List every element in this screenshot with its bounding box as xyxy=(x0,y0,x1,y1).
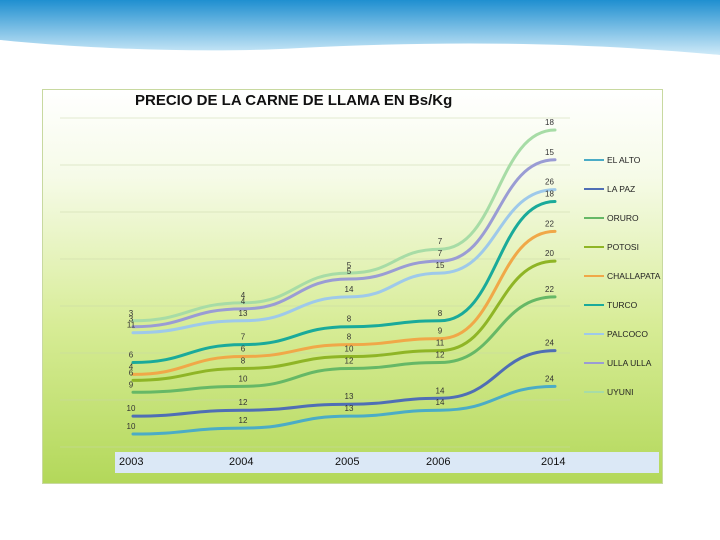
series-line-el-alto xyxy=(131,384,557,436)
data-label: 24 xyxy=(545,374,554,383)
data-label: 4 xyxy=(129,362,134,371)
chart-panel xyxy=(42,89,663,484)
data-label: 13 xyxy=(345,392,354,401)
data-label: 15 xyxy=(545,148,554,157)
data-labels: 1012131424101213142491012122268101120468… xyxy=(127,118,555,431)
data-label: 22 xyxy=(545,285,554,294)
data-label: 14 xyxy=(345,285,354,294)
data-label: 14 xyxy=(436,386,445,395)
data-label: 18 xyxy=(545,118,554,127)
chart-title: PRECIO DE LA CARNE DE LLAMA EN Bs/Kg xyxy=(135,92,453,109)
gridlines xyxy=(60,117,570,448)
data-label: 5 xyxy=(347,267,352,276)
legend-label: CHALLAPATA xyxy=(607,271,661,281)
legend-label: PALCOCO xyxy=(607,329,648,339)
legend-label: LA PAZ xyxy=(607,184,635,194)
data-label: 10 xyxy=(127,404,136,413)
data-label: 11 xyxy=(436,339,445,348)
series-line-palcoco xyxy=(131,188,557,335)
x-axis-band xyxy=(115,452,659,473)
data-label: 24 xyxy=(545,339,554,348)
series-line-challapata xyxy=(131,229,557,376)
series-line-la-paz xyxy=(131,349,557,418)
legend: EL ALTO LA PAZ ORURO POTOSI CHALLAPATA TURCO P… xyxy=(584,155,661,397)
data-label: 26 xyxy=(545,178,554,187)
data-label: 15 xyxy=(436,261,445,270)
data-label: 8 xyxy=(438,309,443,318)
data-label: 6 xyxy=(129,368,134,377)
data-label: 6 xyxy=(241,345,246,354)
data-label: 22 xyxy=(545,219,554,228)
x-tick-label: 2003 xyxy=(119,456,144,468)
data-label: 9 xyxy=(129,380,134,389)
data-label: 6 xyxy=(129,351,134,360)
data-label: 20 xyxy=(545,249,554,258)
series-line-potosi xyxy=(131,259,557,382)
legend-label: TURCO xyxy=(607,300,638,310)
data-label: 12 xyxy=(239,398,248,407)
x-tick-label: 2005 xyxy=(335,456,360,468)
data-label: 10 xyxy=(345,345,354,354)
legend-label: UYUNI xyxy=(607,387,633,397)
legend-label: ORURO xyxy=(607,213,639,223)
series-line-oruro xyxy=(131,295,557,394)
data-label: 4 xyxy=(241,291,246,300)
data-label: 11 xyxy=(127,321,136,330)
series-line-turco xyxy=(131,200,557,364)
data-label: 12 xyxy=(239,416,248,425)
data-label: 13 xyxy=(239,309,248,318)
data-label: 13 xyxy=(345,404,354,413)
data-label: 14 xyxy=(436,398,445,407)
series-line-uyuni xyxy=(131,128,557,323)
data-label: 3 xyxy=(129,309,134,318)
legend-label: POTOSI xyxy=(607,242,639,252)
series-line-ulla-ulla xyxy=(131,158,557,329)
data-label: 7 xyxy=(241,333,246,342)
data-label: 5 xyxy=(347,261,352,270)
title-banner xyxy=(0,0,720,69)
data-label: 18 xyxy=(545,190,554,199)
data-label: 10 xyxy=(239,374,248,383)
data-label: 12 xyxy=(345,356,354,365)
x-tick-label: 2014 xyxy=(541,456,566,468)
data-label: 4 xyxy=(241,297,246,306)
data-label: 3 xyxy=(129,315,134,324)
data-label: 9 xyxy=(438,327,443,336)
data-label: 8 xyxy=(241,356,246,365)
data-label: 12 xyxy=(436,351,445,360)
data-label: 10 xyxy=(127,422,136,431)
x-tick-label: 2004 xyxy=(229,456,254,468)
data-label: 7 xyxy=(438,249,443,258)
legend-label: ULLA ULLA xyxy=(607,358,652,368)
legend-label: EL ALTO xyxy=(607,155,641,165)
data-label: 8 xyxy=(347,315,352,324)
data-label: 7 xyxy=(438,237,443,246)
series-lines xyxy=(131,128,557,436)
x-tick-label: 2006 xyxy=(426,456,451,468)
data-label: 8 xyxy=(347,333,352,342)
